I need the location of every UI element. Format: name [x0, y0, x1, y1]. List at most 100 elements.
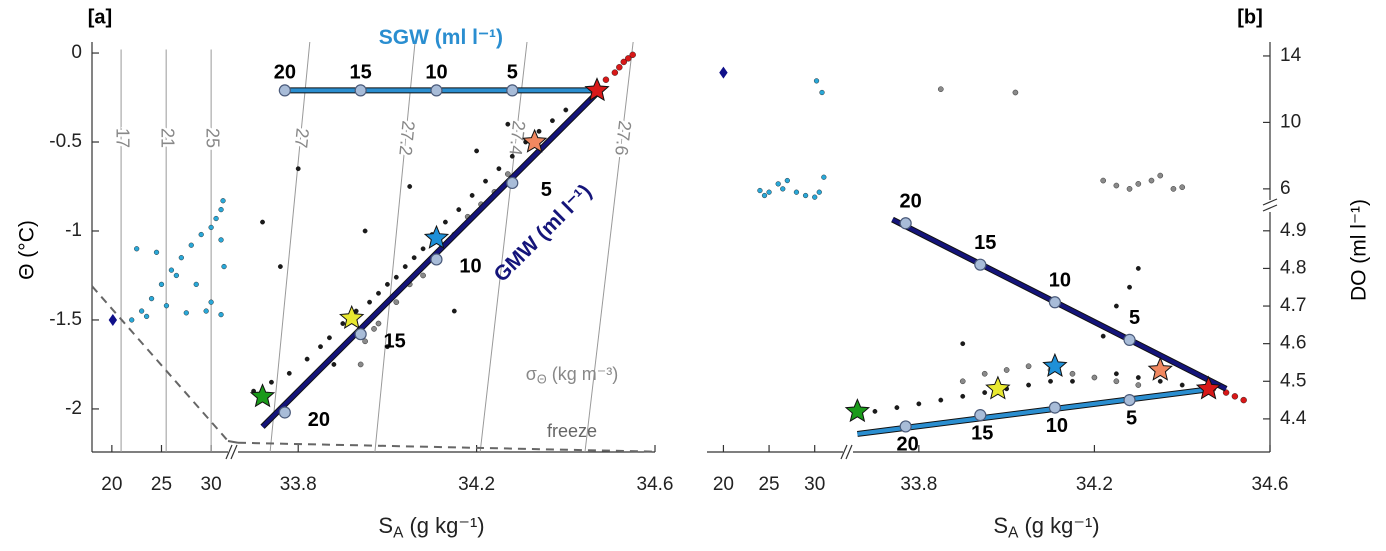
point [483, 178, 488, 184]
end-member-star [584, 77, 610, 102]
x-tick-label: 34.2 [1076, 474, 1113, 495]
point [1135, 375, 1141, 380]
mixing-point [899, 217, 912, 230]
point [505, 121, 511, 127]
freeze-line [91, 285, 229, 442]
point [1231, 393, 1239, 400]
point [937, 86, 944, 92]
mixing-point-label: 20 [308, 409, 330, 431]
point [163, 303, 170, 309]
point [420, 246, 426, 252]
label-unit: (g kg⁻¹) [403, 513, 484, 538]
point [362, 338, 368, 345]
isopycnal-label: 27.6 [611, 120, 635, 157]
y-tick-label: 10 [1280, 111, 1301, 132]
axis-break [845, 444, 853, 460]
point [139, 308, 145, 314]
mixing-point [430, 84, 443, 97]
label-sub: A [1008, 525, 1019, 542]
end-member-star [423, 224, 450, 249]
end-member-star [249, 383, 276, 408]
end-member-star [985, 375, 1011, 400]
point [218, 237, 224, 243]
point [761, 192, 768, 199]
mixing-point [506, 176, 519, 190]
mixing-point [354, 84, 367, 97]
point [505, 171, 511, 177]
label-main: S [378, 513, 393, 538]
point [960, 341, 966, 347]
point [148, 296, 155, 302]
x-tick-label: 34.6 [1252, 474, 1289, 495]
point [1179, 184, 1186, 191]
mixing-point-label: 5 [507, 62, 518, 84]
x-tick-label: 20 [101, 474, 122, 495]
point [411, 255, 417, 261]
point [442, 219, 448, 225]
isopycnal-label: 17 [112, 128, 132, 148]
mixing-point [899, 420, 912, 433]
point [780, 186, 786, 192]
point [1135, 266, 1141, 271]
point [385, 281, 390, 287]
point [375, 320, 382, 327]
point [812, 194, 818, 200]
y-tick-label: 4.5 [1280, 370, 1306, 391]
end-member-star [1042, 352, 1068, 377]
point [327, 335, 332, 341]
mixing-point [278, 84, 291, 97]
point [509, 153, 515, 159]
end-member-star [1195, 375, 1222, 400]
point [982, 390, 988, 395]
x-tick-label: 34.6 [637, 474, 674, 495]
point [340, 321, 346, 326]
isopycnal-label: 21 [157, 128, 177, 148]
panel-title: [b] [1237, 6, 1263, 28]
point [1113, 378, 1120, 385]
mixing-point-label: 5 [541, 179, 552, 201]
point [188, 242, 194, 248]
isopycnal-label: 27.2 [395, 120, 418, 157]
point [357, 361, 364, 368]
point [894, 405, 900, 411]
point [143, 313, 150, 320]
point [198, 231, 204, 238]
point [1170, 186, 1177, 192]
point [629, 51, 636, 59]
point [318, 344, 323, 350]
x-tick-label: 25 [151, 474, 172, 495]
mixing-point-label: 10 [1046, 415, 1068, 437]
point [1100, 177, 1106, 184]
point [218, 207, 224, 213]
y-tick-label: 6 [1280, 178, 1291, 199]
point [1113, 303, 1119, 309]
axis-label: σΘ (kg m⁻³) [526, 364, 618, 387]
point [108, 313, 118, 326]
point [193, 281, 199, 287]
point [367, 299, 372, 305]
point [816, 189, 822, 195]
point [362, 228, 368, 234]
point [616, 64, 623, 71]
end-member-star [844, 398, 871, 423]
y-tick-label: 4.9 [1280, 220, 1306, 241]
point [385, 344, 390, 350]
y-tick-label: 4.6 [1280, 333, 1306, 354]
point [916, 401, 922, 407]
y-tick-label: -0.5 [49, 131, 82, 152]
point [793, 189, 800, 195]
point [1157, 378, 1163, 384]
axis-label: SA (g kg⁻¹) [378, 513, 484, 542]
point [1135, 181, 1142, 187]
mixing-point-label: 15 [384, 330, 406, 352]
x-tick-label: 33.8 [900, 474, 937, 495]
mixing-point [430, 253, 443, 266]
axis-break [230, 444, 238, 460]
point [813, 78, 820, 84]
point [981, 370, 988, 377]
point [277, 264, 283, 269]
point [376, 290, 381, 296]
point [1113, 182, 1120, 189]
x-tick-label: 34.2 [458, 474, 495, 495]
